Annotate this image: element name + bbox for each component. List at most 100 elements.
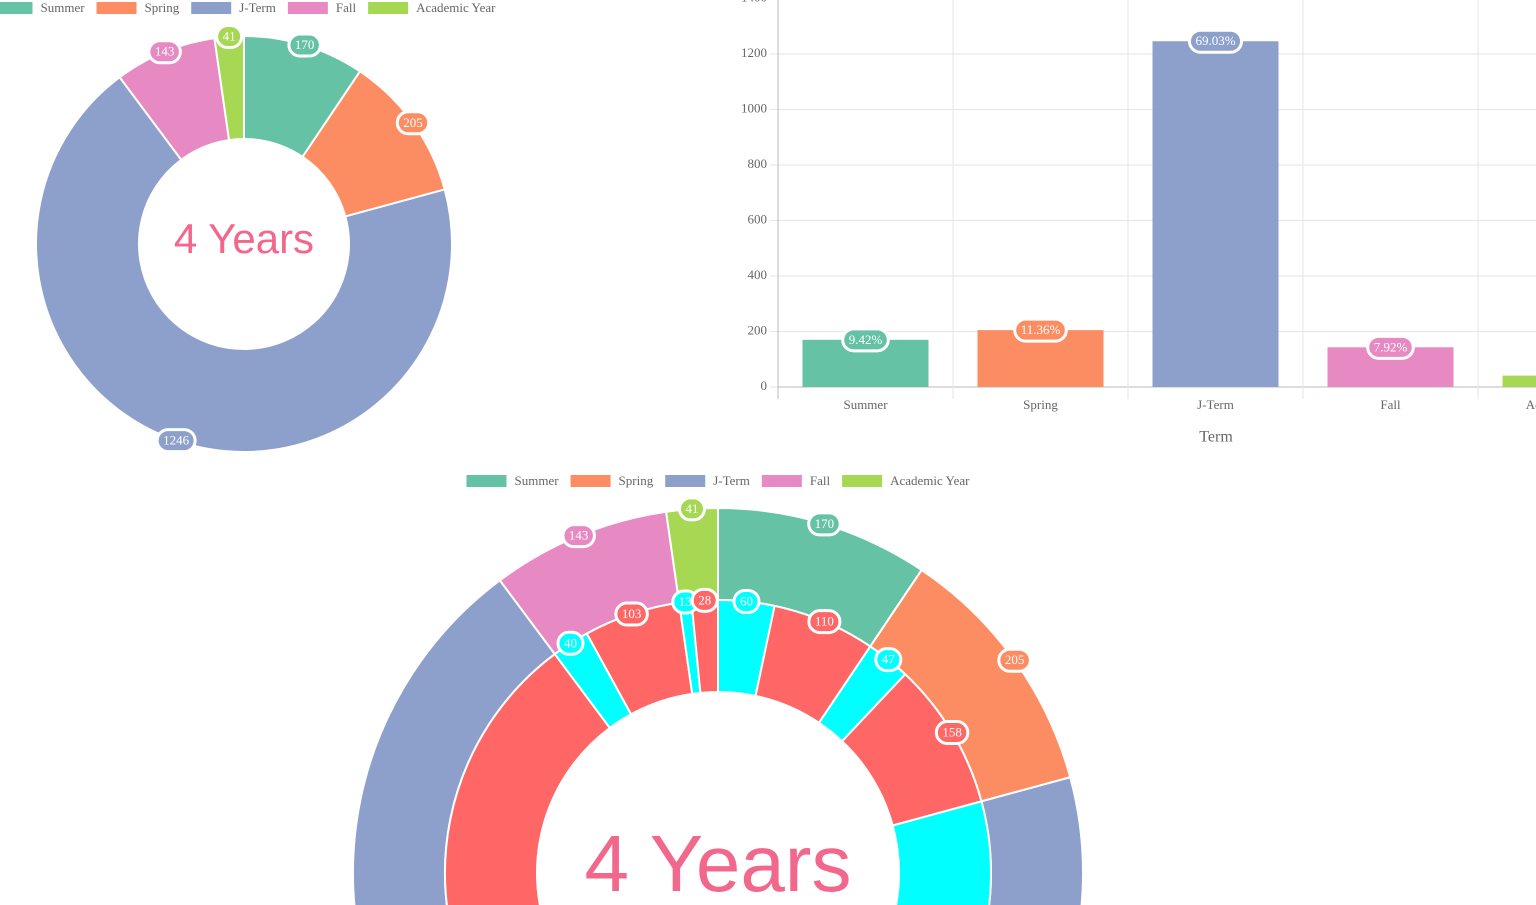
- data-label: 7.92%: [1366, 334, 1415, 360]
- label-badge: [677, 496, 706, 522]
- legend-swatch: [466, 475, 507, 487]
- label-text: 170: [295, 37, 315, 52]
- label-badge: [395, 110, 431, 136]
- legend-swatch: [570, 475, 611, 487]
- label-badge: [997, 647, 1032, 673]
- legend: Summer Spring J-Term Fall Academic Year: [466, 473, 970, 488]
- legend-swatch: [191, 2, 232, 14]
- label-badge: [1366, 334, 1415, 360]
- data-label: 69.03%: [1187, 28, 1244, 54]
- data-label: 143: [147, 39, 182, 65]
- data-label: 103: [614, 601, 649, 627]
- data-label: 9.42%: [841, 327, 890, 353]
- legend-label: Spring: [619, 473, 654, 488]
- legend-label: Fall: [810, 473, 831, 488]
- label-badge: [1013, 317, 1068, 343]
- label-badge: [614, 601, 649, 627]
- legend: Summer Spring J-Term Fall Academic Year: [0, 0, 496, 15]
- label-text: 28: [698, 592, 711, 607]
- legend-swatch: [96, 2, 137, 14]
- label-text: 41: [223, 29, 236, 44]
- label-text: 9.42%: [849, 332, 883, 347]
- legend-label: Spring: [145, 0, 180, 15]
- label-text: 69.03%: [1195, 33, 1235, 48]
- center-text: 4 Years: [585, 819, 852, 905]
- x-tick-label: Summer: [843, 397, 888, 412]
- y-tick-label: 800: [748, 156, 768, 171]
- data-label: 41: [677, 496, 706, 522]
- data-label: 143: [561, 523, 596, 549]
- label-badge: [561, 523, 596, 549]
- data-label: 47: [874, 647, 903, 673]
- y-tick-label: 600: [748, 211, 768, 226]
- label-badge: [155, 428, 197, 454]
- legend-label: Academic Year: [890, 473, 970, 488]
- y-tick-label: 1000: [741, 100, 767, 115]
- doughnut-segment: [352, 578, 1084, 905]
- label-badge: [841, 327, 890, 353]
- data-label: 41: [215, 24, 244, 50]
- label-badge: [807, 609, 842, 635]
- label-text: 13: [679, 594, 692, 609]
- chart-doughnut: Summer Spring J-Term Fall Academic Year 170 20…: [0, 0, 496, 454]
- label-text: 158: [942, 725, 962, 740]
- center-text: 4 Years: [174, 215, 314, 262]
- data-label: 60: [732, 588, 761, 614]
- label-text: 40: [564, 635, 577, 650]
- label-badge: [732, 588, 761, 614]
- x-tick-label: Academic Year: [1526, 397, 1536, 412]
- data-label: 205: [997, 647, 1032, 673]
- y-tick-label: 200: [748, 322, 768, 337]
- label-text: 205: [403, 115, 423, 130]
- label-badge: [690, 587, 719, 613]
- doughnut-segment: [444, 652, 612, 905]
- label-text: 1246: [163, 433, 190, 448]
- label-text: 11.36%: [1021, 322, 1061, 337]
- y-tick-label: 400: [748, 267, 768, 282]
- label-text: 205: [1005, 652, 1025, 667]
- label-text: 170: [815, 516, 835, 531]
- data-label: 1246: [155, 428, 197, 454]
- label-badge: [147, 39, 182, 65]
- x-tick-label: Spring: [1023, 397, 1058, 412]
- chart-doughnut: Summer Spring J-Term Fall Academic Year 170 20…: [352, 473, 1084, 905]
- legend-swatch: [842, 475, 883, 487]
- x-axis-title: Term: [1199, 429, 1233, 446]
- label-text: 103: [622, 606, 642, 621]
- label-badge: [874, 647, 903, 673]
- label-badge: [287, 32, 322, 58]
- data-label: 11.36%: [1013, 317, 1068, 343]
- bar: [1152, 41, 1279, 388]
- x-tick-label: Fall: [1380, 397, 1401, 412]
- data-label: 110: [807, 609, 842, 635]
- label-text: 41: [685, 501, 698, 516]
- label-badge: [807, 511, 842, 537]
- legend-label: Summer: [40, 0, 85, 15]
- bar: [1502, 375, 1536, 387]
- doughnut-segment: [35, 75, 453, 453]
- data-label: 205: [395, 110, 431, 136]
- legend-label: J-Term: [239, 0, 276, 15]
- x-tick-label: J-Term: [1197, 397, 1234, 412]
- data-label: 170: [807, 511, 842, 537]
- legend-swatch: [665, 475, 706, 487]
- legend-swatch: [761, 475, 802, 487]
- y-tick-label: 1200: [741, 45, 767, 60]
- y-tick-label: 0: [761, 378, 768, 393]
- data-label: 28: [690, 587, 719, 613]
- legend-swatch: [368, 2, 409, 14]
- legend-label: J-Term: [713, 473, 750, 488]
- y-tick-label: 1400: [741, 0, 767, 4]
- data-label: 158: [934, 720, 970, 746]
- label-text: 143: [155, 44, 175, 59]
- data-label: 40: [556, 630, 585, 656]
- label-text: 143: [569, 528, 589, 543]
- label-badge: [556, 630, 585, 656]
- data-label: 170: [287, 32, 322, 58]
- label-text: 7.92%: [1374, 339, 1408, 354]
- legend-label: Academic Year: [416, 0, 496, 15]
- label-text: 60: [740, 593, 753, 608]
- label-text: 110: [815, 614, 834, 629]
